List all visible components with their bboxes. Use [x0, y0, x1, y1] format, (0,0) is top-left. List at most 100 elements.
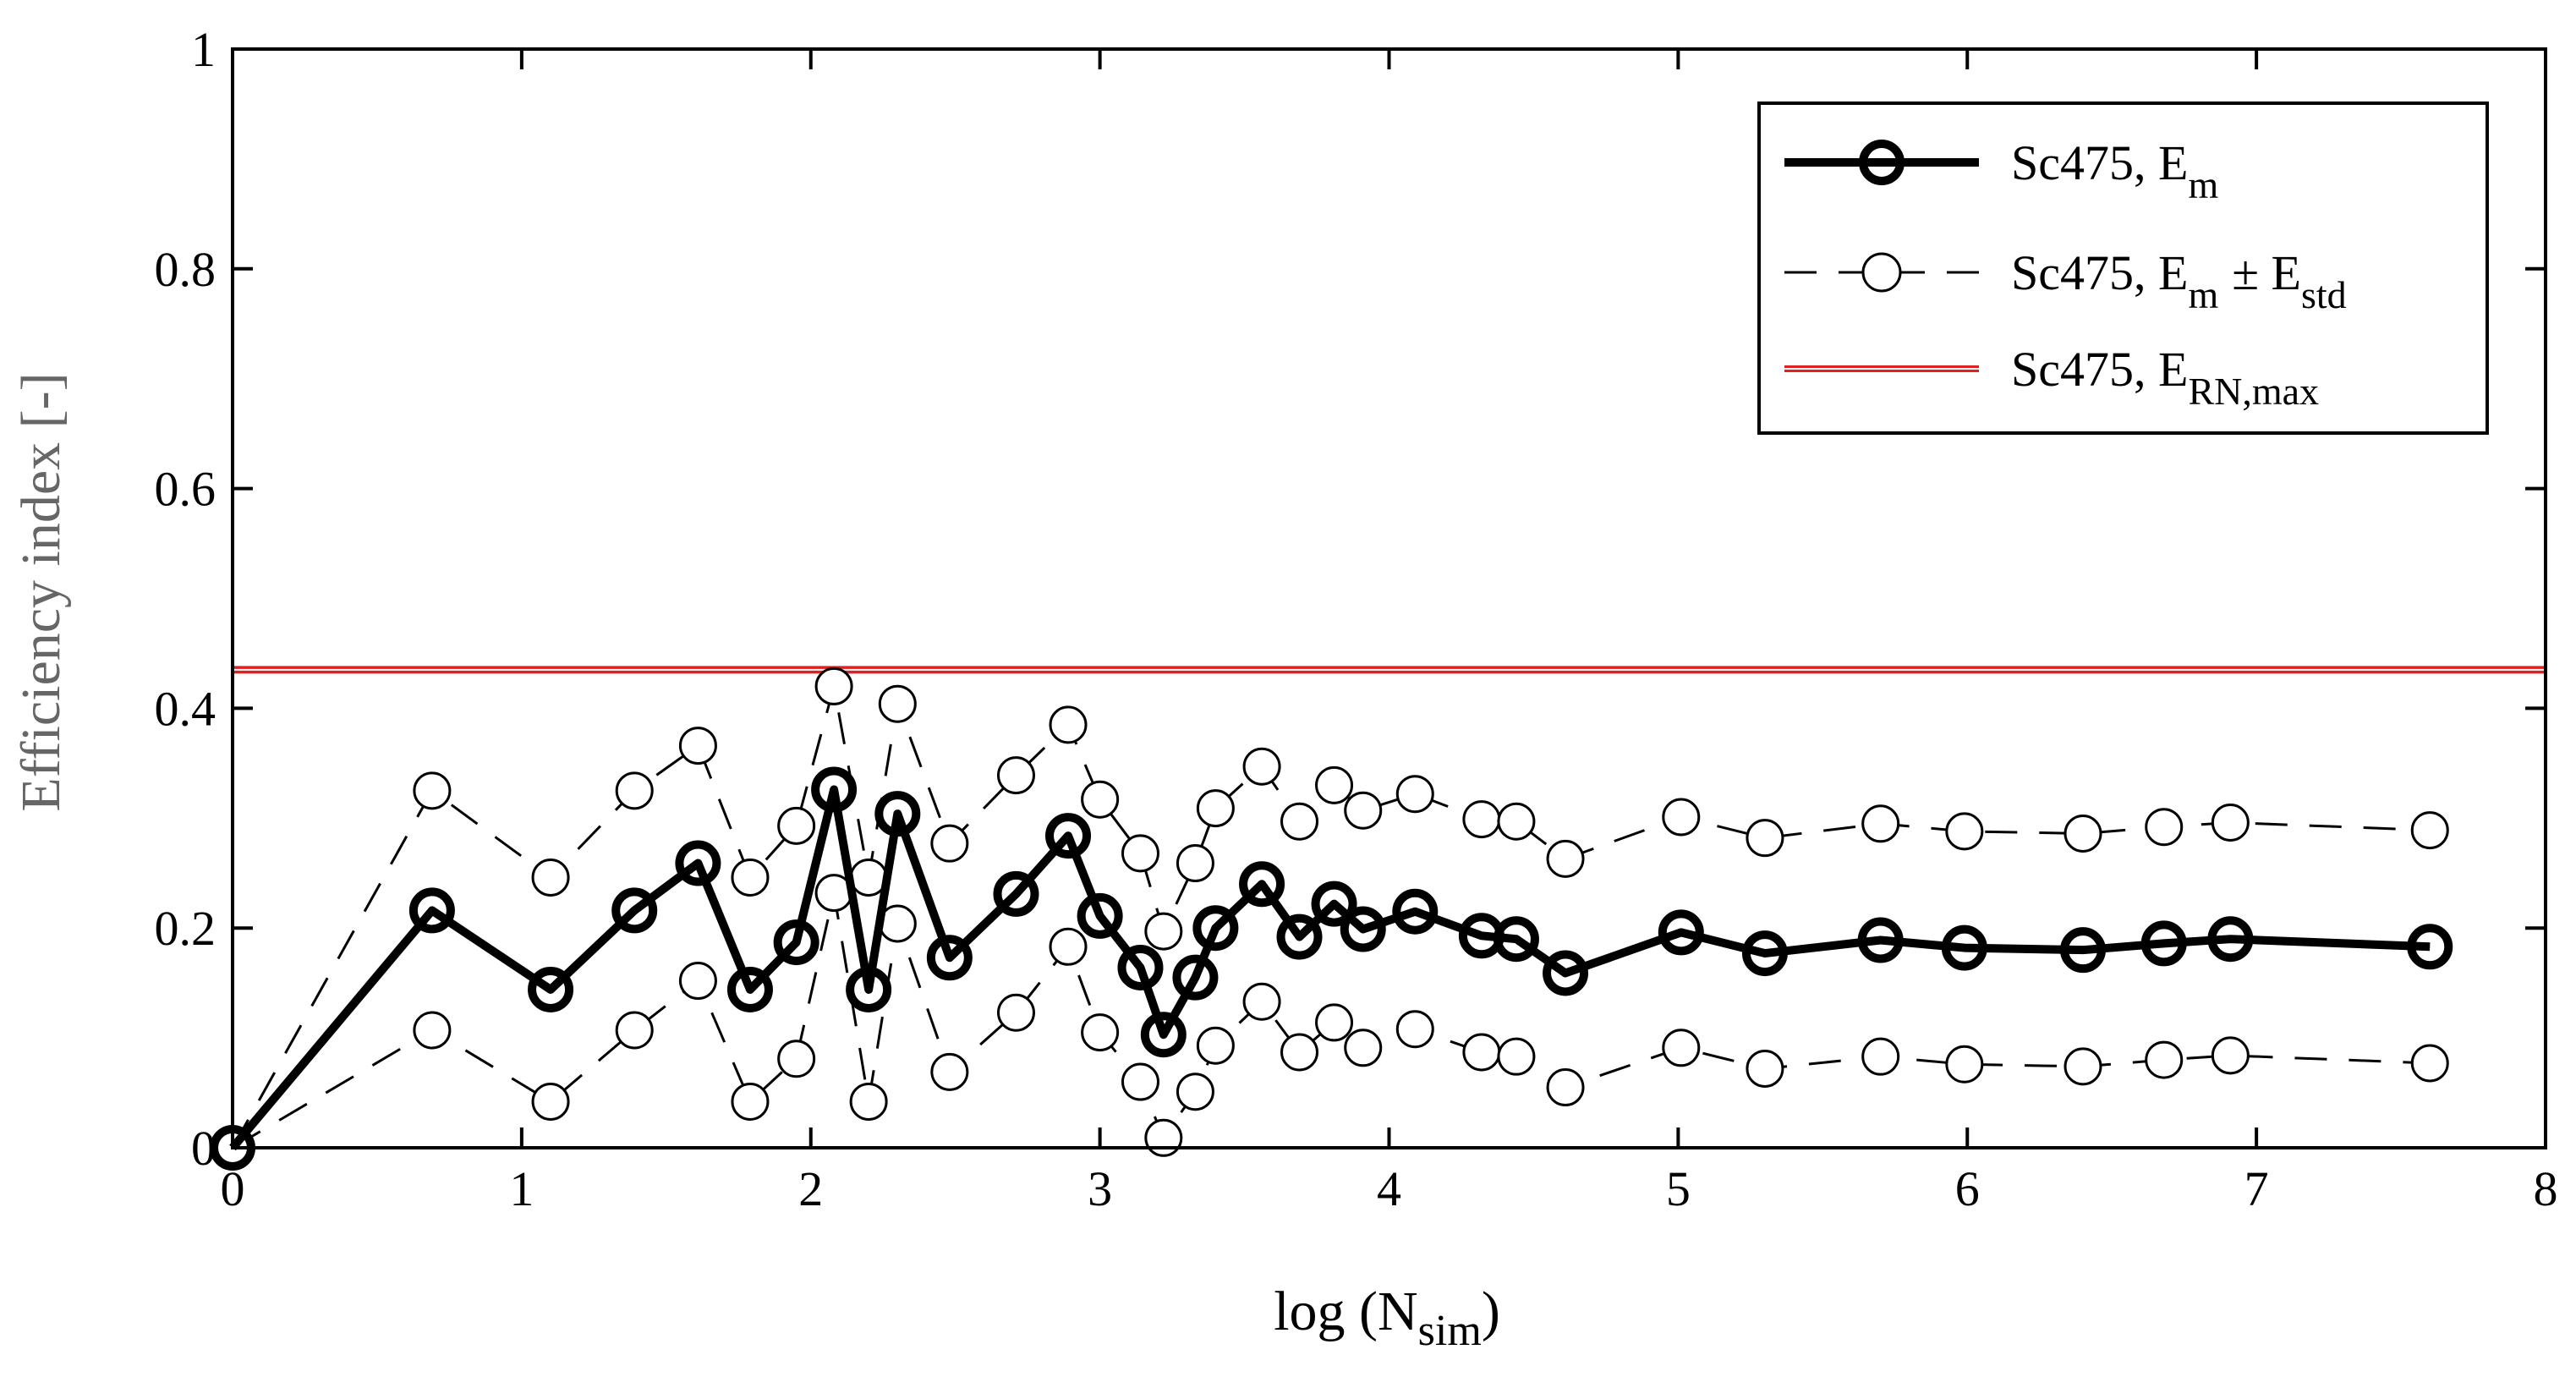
- data-point: [413, 771, 452, 810]
- data-point: [1242, 747, 1281, 786]
- data-point: [1941, 924, 1987, 971]
- data-point: [996, 993, 1035, 1032]
- data-point: [773, 919, 819, 966]
- legend-label-mean: Sc475, Em: [2011, 135, 2218, 206]
- data-point: [996, 756, 1035, 795]
- data-point: [846, 966, 892, 1012]
- data-point: [1340, 906, 1386, 952]
- series-layer: [210, 667, 2453, 1171]
- data-point: [2140, 920, 2187, 967]
- legend-marker-mean: [1859, 140, 1905, 185]
- data-point: [1395, 1010, 1434, 1049]
- legend: Sc475, Em Sc475, Em ± Estd Sc475, ERN,max: [1757, 101, 2489, 435]
- data-point: [1176, 1073, 1214, 1111]
- x-axis-title-main: log (N: [1274, 1281, 1417, 1342]
- x-tick-label: 4: [1377, 1161, 1401, 1216]
- data-point: [1315, 1003, 1354, 1042]
- data-point: [878, 684, 917, 723]
- data-point: [1392, 888, 1439, 935]
- x-axis-title-subscript: sim: [1418, 1307, 1482, 1355]
- data-point: [2407, 924, 2453, 970]
- y-tick-label: 0.8: [155, 242, 216, 297]
- data-point: [678, 962, 717, 1001]
- y-tick-label: 0.4: [155, 681, 216, 736]
- data-point: [849, 1082, 888, 1121]
- x-tick-label: 5: [1666, 1161, 1691, 1216]
- x-axis-title-end: ): [1482, 1281, 1500, 1342]
- series-2: [213, 874, 2449, 1167]
- data-point: [1662, 1029, 1701, 1067]
- x-tick-label: 8: [2534, 1161, 2558, 1216]
- x-tick-label: 2: [798, 1161, 823, 1216]
- data-point: [1172, 954, 1219, 1001]
- data-point: [1497, 802, 1536, 841]
- data-point: [1746, 1049, 1784, 1088]
- data-point: [1280, 1033, 1319, 1072]
- x-tick-label: 1: [509, 1161, 534, 1216]
- data-point: [930, 824, 969, 863]
- data-point: [731, 858, 770, 897]
- data-point: [531, 858, 570, 897]
- data-point: [1280, 802, 1319, 841]
- series-0: [210, 766, 2453, 1171]
- data-point: [615, 771, 654, 810]
- data-point: [1311, 881, 1357, 927]
- data-point: [1344, 1029, 1383, 1067]
- y-tick-label: 0.6: [155, 462, 216, 517]
- x-tick-label: 7: [2244, 1161, 2269, 1216]
- data-point: [1144, 1118, 1183, 1157]
- data-point: [1662, 798, 1701, 837]
- data-point: [1121, 1062, 1159, 1101]
- data-point: [1546, 1068, 1585, 1107]
- data-point: [1242, 982, 1281, 1021]
- data-point: [1315, 765, 1354, 804]
- data-point: [1144, 912, 1183, 951]
- data-point: [1861, 804, 1900, 843]
- data-point: [1462, 1033, 1501, 1072]
- series-line-2: [232, 892, 2431, 1149]
- data-point: [1176, 844, 1214, 883]
- data-point: [528, 966, 574, 1012]
- data-point: [1861, 1037, 1900, 1076]
- data-point: [1045, 813, 1092, 859]
- data-point: [1658, 909, 1704, 956]
- legend-entry-mean: Sc475, Em: [1784, 135, 2218, 206]
- legend-entry-band: Sc475, Em ± Estd: [1784, 245, 2347, 316]
- legend-marker-band: [1861, 252, 1902, 293]
- x-tick-label: 0: [221, 1161, 245, 1216]
- data-point: [1945, 812, 1984, 851]
- data-point: [1140, 1012, 1187, 1058]
- data-point: [1746, 819, 1784, 858]
- data-point: [675, 840, 721, 886]
- data-point: [1462, 800, 1501, 839]
- data-point: [726, 966, 773, 1012]
- data-point: [1546, 839, 1585, 878]
- data-point: [811, 766, 858, 813]
- data-point: [531, 1082, 570, 1121]
- data-point: [2211, 803, 2250, 842]
- data-point: [1049, 705, 1088, 744]
- data-point: [993, 870, 1039, 917]
- data-point: [1276, 913, 1323, 960]
- legend-label-reference: Sc475, ERN,max: [2011, 342, 2319, 413]
- data-point: [2207, 916, 2254, 963]
- y-axis-title: Efficiency index [-]: [10, 372, 72, 811]
- data-point: [777, 1040, 816, 1078]
- data-point: [874, 791, 921, 837]
- series-line-0: [229, 785, 2431, 1151]
- data-point: [678, 727, 717, 765]
- data-point: [1239, 861, 1285, 908]
- data-point: [1543, 950, 1589, 996]
- legend-label-band: Sc475, Em ± Estd: [2011, 245, 2347, 316]
- data-point: [615, 1011, 654, 1050]
- data-point: [1077, 892, 1123, 939]
- y-tick-label: 0.2: [155, 901, 216, 956]
- data-point: [1395, 775, 1434, 814]
- data-point: [2060, 927, 2106, 974]
- data-point: [1081, 780, 1120, 819]
- data-point: [2064, 1047, 2102, 1086]
- data-point: [2145, 1040, 2184, 1079]
- x-tick-label: 3: [1088, 1161, 1112, 1216]
- series-1: [213, 667, 2449, 1167]
